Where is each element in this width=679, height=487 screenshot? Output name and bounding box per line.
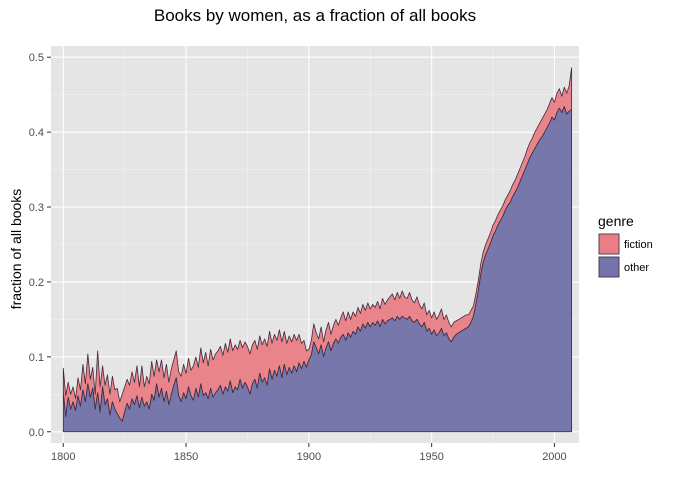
plot-panel (51, 46, 579, 443)
y-tick-label: 0.0 (29, 427, 44, 439)
legend-swatch-other (598, 256, 620, 278)
x-tick-label: 1950 (419, 451, 443, 463)
y-axis-title: fraction of all books (8, 189, 24, 310)
y-tick-label: 0.3 (29, 202, 44, 214)
y-tick-label: 0.2 (29, 277, 44, 289)
legend-label-fiction: fiction (624, 239, 653, 251)
x-tick-label: 1850 (174, 451, 198, 463)
legend-title: genre (598, 213, 634, 229)
legend-label-other: other (624, 262, 649, 274)
y-tick-label: 0.1 (29, 352, 44, 364)
legend: genre fiction other (598, 213, 653, 278)
y-tick-label: 0.5 (29, 52, 44, 64)
axes: 0.0 0.1 0.2 0.3 0.4 0.5 1800 1850 1900 1950 2000 (29, 52, 567, 463)
data-areas (62, 67, 573, 433)
x-tick-label: 2000 (542, 451, 566, 463)
legend-swatch-fiction (598, 233, 620, 255)
x-tick-label: 1900 (297, 451, 321, 463)
x-tick-label: 1800 (51, 451, 75, 463)
chart-title: Books by women, as a fraction of all boo… (154, 6, 476, 25)
y-tick-label: 0.4 (29, 127, 44, 139)
area-other (62, 106, 573, 433)
